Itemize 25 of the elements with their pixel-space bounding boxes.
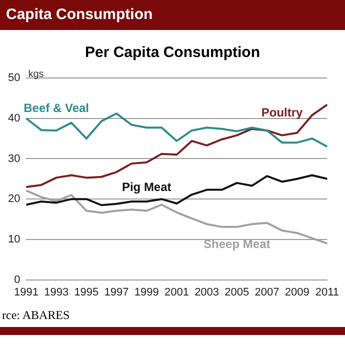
series-label: Beef & Veal — [24, 100, 90, 115]
y-tick-label: 20 — [8, 193, 20, 206]
x-tick-label: 1999 — [134, 286, 159, 298]
y-tick-label: 50 — [8, 72, 20, 84]
series-label: Sheep Meat — [204, 237, 270, 252]
chart-title: Capita Consumption — [0, 0, 345, 30]
chart-subtitle: Per Capita Consumption — [84, 44, 261, 63]
x-tick-label: 1991 — [14, 286, 38, 298]
x-tick-label: 2003 — [194, 286, 220, 298]
y-axis-title: kgs — [28, 68, 44, 80]
y-tick-label: 10 — [8, 233, 20, 246]
x-tick-label: 2009 — [284, 286, 310, 298]
x-tick-label: 2007 — [254, 286, 280, 298]
x-tick-label: 2005 — [224, 286, 250, 298]
x-tick-label: 2011 — [315, 286, 339, 298]
y-tick-label: 30 — [8, 152, 20, 165]
x-tick-label: 1993 — [44, 286, 69, 298]
text: rce: ABARES — [1, 307, 71, 323]
x-tick-label: 1997 — [104, 286, 129, 298]
y-tick-label: 40 — [8, 112, 20, 124]
x-tick-label: 2001 — [164, 286, 189, 298]
series-label: Poultry — [261, 106, 304, 120]
y-tick-label: 0 — [14, 274, 20, 286]
x-tick-label: 1995 — [74, 286, 99, 298]
series-label: Pig Meat — [122, 180, 172, 194]
